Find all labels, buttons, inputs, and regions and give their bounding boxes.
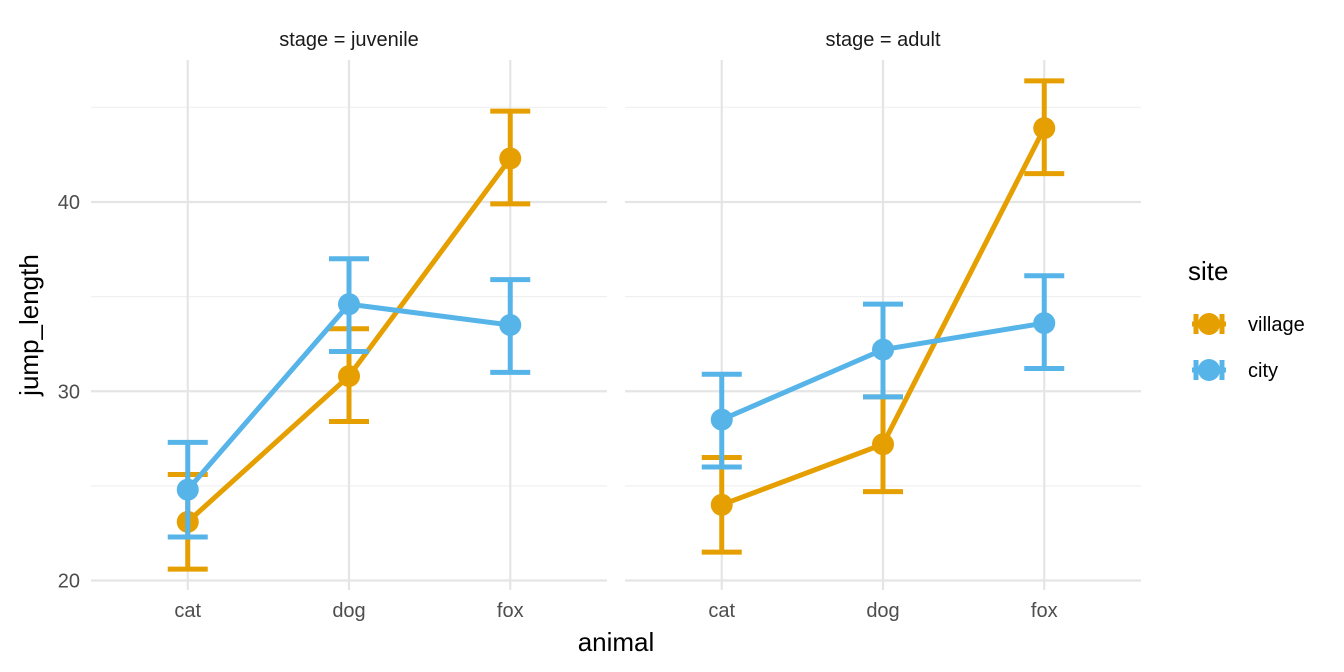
- legend-key-point: [1198, 359, 1220, 381]
- facet-panels: stage = juvenile cat dog fox 20 30 40 stage = a…: [58, 29, 1141, 622]
- facet-strip-label: stage = juvenile: [279, 29, 419, 51]
- data-point: [499, 147, 522, 170]
- data-point: [499, 314, 522, 336]
- legend-entry-city: city: [1192, 359, 1278, 382]
- series-village: [701, 78, 1065, 555]
- x-tick-label: cat: [708, 600, 735, 622]
- data-point: [710, 493, 733, 516]
- y-tick-label: 40: [58, 192, 80, 214]
- x-tick-label: cat: [174, 600, 201, 622]
- data-point: [872, 433, 894, 456]
- legend-entries: village city: [1192, 313, 1305, 382]
- facet-strip-label: stage = adult: [825, 29, 941, 51]
- legend-label: village: [1248, 314, 1305, 336]
- data-point: [338, 365, 360, 388]
- data-point: [872, 338, 894, 361]
- legend-key-point: [1198, 313, 1220, 335]
- x-tick-label: fox: [1031, 600, 1058, 622]
- data-point: [710, 408, 733, 431]
- legend-title: site: [1188, 256, 1228, 286]
- y-tick-label: 30: [58, 381, 80, 403]
- data-point: [338, 293, 360, 316]
- series-city: [167, 256, 531, 540]
- x-tick-label: fox: [497, 600, 524, 622]
- x-tick-label: dog: [332, 600, 365, 622]
- facet-panel-2: stage = adult cat dog fox: [625, 29, 1141, 622]
- x-tick-label: dog: [866, 600, 899, 622]
- y-axis-title: jump_length: [14, 254, 44, 397]
- legend: site village city: [1188, 256, 1305, 382]
- y-tick-label: 20: [58, 571, 80, 593]
- data-point: [1033, 117, 1056, 140]
- data-point: [176, 478, 199, 501]
- series-city: [701, 273, 1065, 470]
- x-axis-title: animal: [578, 627, 655, 657]
- data-point: [1033, 312, 1056, 335]
- legend-entry-village: village: [1192, 313, 1305, 336]
- facet-panel-1: stage = juvenile cat dog fox 20 30 40: [58, 29, 607, 622]
- legend-label: city: [1248, 360, 1278, 382]
